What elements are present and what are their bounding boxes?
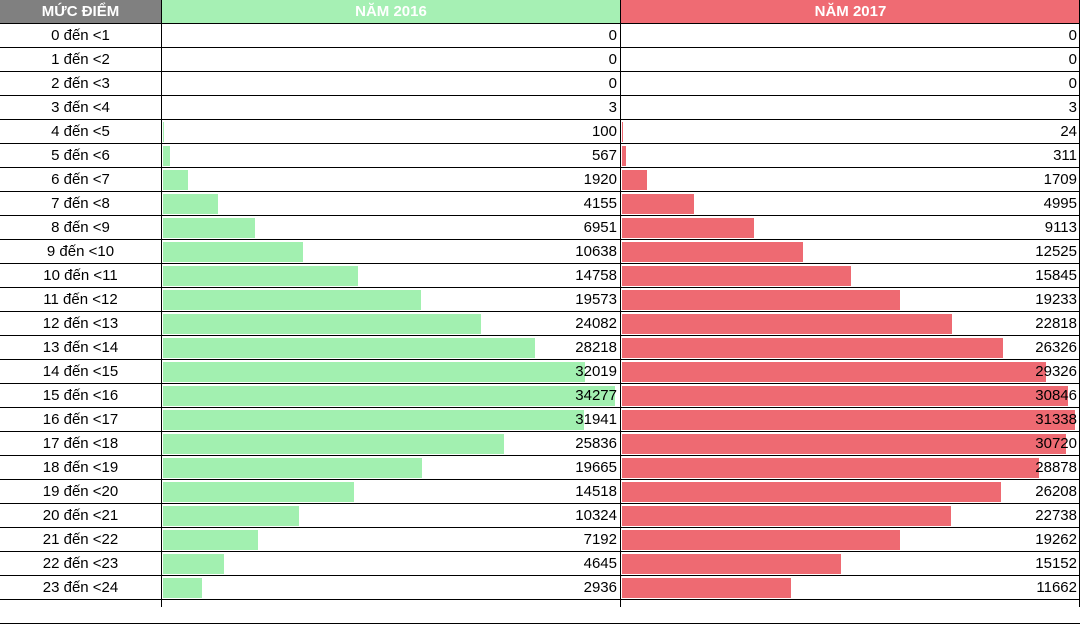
value-cell: 14518 — [162, 480, 620, 504]
value-cell: 28878 — [621, 456, 1080, 480]
value-cell: 22818 — [621, 312, 1080, 336]
value-cell: 0 — [162, 24, 620, 48]
value-cell: 31338 — [621, 408, 1080, 432]
value-cell: 10638 — [162, 240, 620, 264]
row-label: 1 đến <2 — [0, 48, 161, 72]
row-label: 21 đến <22 — [0, 528, 161, 552]
row-label: 5 đến <6 — [0, 144, 161, 168]
value-cell: 24 — [621, 120, 1080, 144]
row-label: 11 đến <12 — [0, 288, 161, 312]
value-cell: 19262 — [621, 528, 1080, 552]
value-cell: 3 — [162, 96, 620, 120]
value-cell: 10324 — [162, 504, 620, 528]
value-cell: 7192 — [162, 528, 620, 552]
value-cell: 25836 — [162, 432, 620, 456]
row-label: 0 đến <1 — [0, 24, 161, 48]
row-label: 19 đến <20 — [0, 480, 161, 504]
row-label: 8 đến <9 — [0, 216, 161, 240]
row-label: 17 đến <18 — [0, 432, 161, 456]
row-label: 22 đến <23 — [0, 552, 161, 576]
value-cell: 567 — [162, 144, 620, 168]
header-cell: NĂM 2016 — [162, 0, 620, 24]
value-cell: 0 — [162, 72, 620, 96]
row-label: 10 đến <11 — [0, 264, 161, 288]
row-label: 13 đến <14 — [0, 336, 161, 360]
value-cell: 0 — [162, 48, 620, 72]
row-label: 14 đến <15 — [0, 360, 161, 384]
value-cell: 4995 — [621, 192, 1080, 216]
value-cell: 14758 — [162, 264, 620, 288]
value-cell: 4155 — [162, 192, 620, 216]
row-label: 3 đến <4 — [0, 96, 161, 120]
value-cell: 15845 — [621, 264, 1080, 288]
value-cell: 9113 — [621, 216, 1080, 240]
value-cell: 29326 — [621, 360, 1080, 384]
row-label: 15 đến <16 — [0, 384, 161, 408]
row-label: 12 đến <13 — [0, 312, 161, 336]
value-cell: 15152 — [621, 552, 1080, 576]
row-label: 4 đến <5 — [0, 120, 161, 144]
value-cell: 30720 — [621, 432, 1080, 456]
value-cell: 34277 — [162, 384, 620, 408]
value-cell: 6951 — [162, 216, 620, 240]
row-label: 18 đến <19 — [0, 456, 161, 480]
value-cell: 11662 — [621, 576, 1080, 600]
value-cell: 32019 — [162, 360, 620, 384]
value-cell: 1709 — [621, 168, 1080, 192]
value-cell: 28218 — [162, 336, 620, 360]
value-cell: 19233 — [621, 288, 1080, 312]
row-label: 7 đến <8 — [0, 192, 161, 216]
value-cell: 26326 — [621, 336, 1080, 360]
value-cell: 0 — [621, 24, 1080, 48]
row-label: 20 đến <21 — [0, 504, 161, 528]
value-cell: 0 — [621, 48, 1080, 72]
row-label: 23 đến <24 — [0, 576, 161, 600]
value-cell: 311 — [621, 144, 1080, 168]
value-cell: 1920 — [162, 168, 620, 192]
header-cell: MỨC ĐIỂM — [0, 0, 161, 24]
value-cell: 30846 — [621, 384, 1080, 408]
value-cell: 3 — [621, 96, 1080, 120]
value-cell: 19665 — [162, 456, 620, 480]
value-cell: 26208 — [621, 480, 1080, 504]
value-cell: 24082 — [162, 312, 620, 336]
value-cell: 31941 — [162, 408, 620, 432]
row-label: 2 đến <3 — [0, 72, 161, 96]
value-cell: 2936 — [162, 576, 620, 600]
value-cell: 100 — [162, 120, 620, 144]
value-cell: 4645 — [162, 552, 620, 576]
value-cell: 19573 — [162, 288, 620, 312]
value-cell: 0 — [621, 72, 1080, 96]
row-label: 6 đến <7 — [0, 168, 161, 192]
value-cell: 12525 — [621, 240, 1080, 264]
header-cell: NĂM 2017 — [621, 0, 1080, 24]
value-cell: 22738 — [621, 504, 1080, 528]
row-label: 16 đến <17 — [0, 408, 161, 432]
row-label: 9 đến <10 — [0, 240, 161, 264]
